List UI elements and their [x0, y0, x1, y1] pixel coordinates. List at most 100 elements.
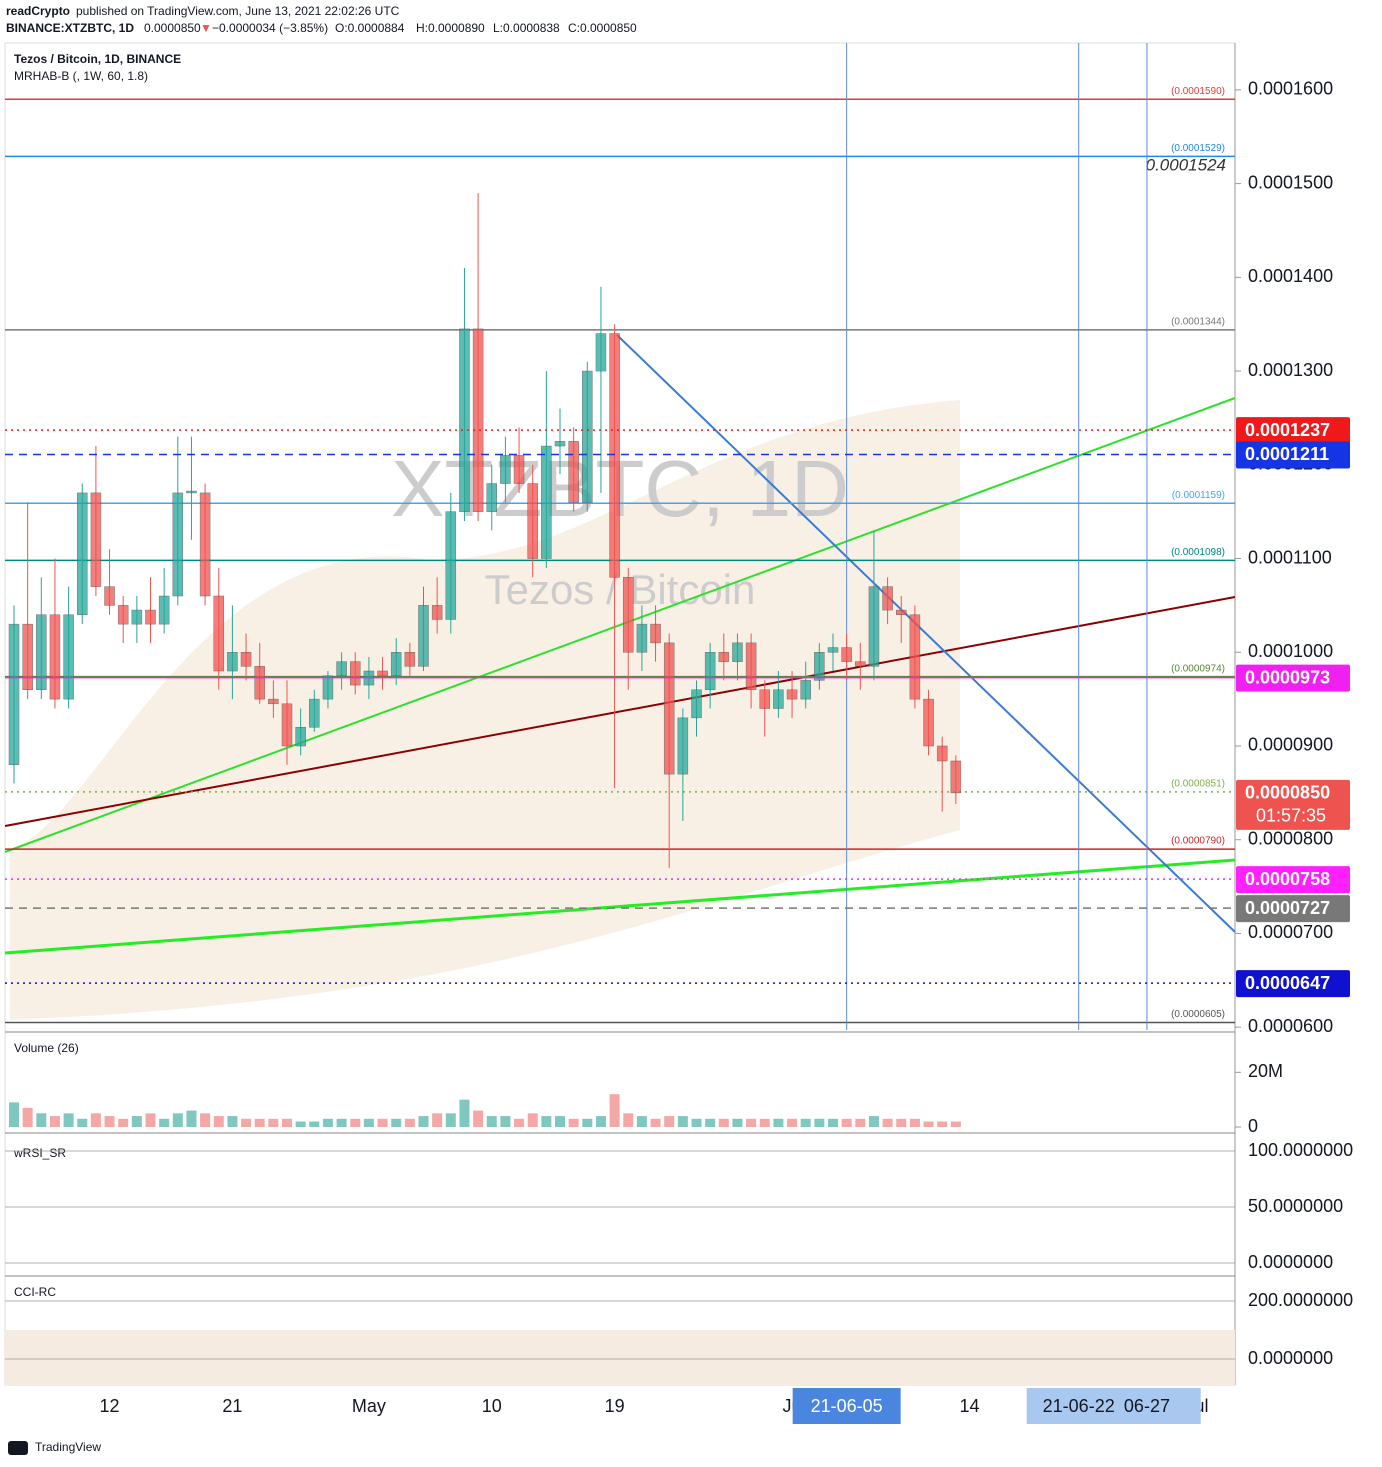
level-label: (0.0000790): [1171, 836, 1225, 847]
volume-bar: [732, 1118, 743, 1127]
x-tick-label: 14: [959, 1396, 979, 1416]
badge-label: 0.0000850: [1245, 783, 1330, 803]
price-badge: [1236, 417, 1350, 445]
volume-bar: [896, 1118, 907, 1127]
price-badge: [1236, 866, 1350, 894]
volume-bar: [309, 1121, 320, 1127]
trend-line: [4, 858, 1236, 955]
low: L:0.0000838: [493, 21, 560, 35]
candle-body: [404, 652, 416, 667]
y-tick-label: 0.0001600: [1248, 79, 1333, 99]
trend-line: [4, 596, 1236, 827]
volume-bar: [63, 1113, 74, 1127]
symbol: BINANCE:XTZBTC, 1D: [6, 21, 134, 35]
volume-bar: [759, 1118, 770, 1127]
candle-body: [63, 614, 74, 700]
price-badge: [1236, 970, 1350, 998]
note-label: 0.0001524: [1146, 156, 1226, 175]
candle-body: [704, 652, 716, 691]
y-tick-label: 0.0001300: [1248, 360, 1333, 380]
volume-bar: [636, 1116, 647, 1127]
candle-body: [90, 492, 102, 587]
volume-bar: [595, 1116, 606, 1127]
badge-label: 0.0001211: [1245, 444, 1329, 464]
y-tick-label: 0.0000000: [1248, 1252, 1333, 1272]
level-label: (0.0000974): [1171, 663, 1225, 674]
y-tick-label: 0: [1248, 1116, 1258, 1136]
volume-bar: [555, 1116, 565, 1127]
badge-label: 0.0001237: [1245, 420, 1330, 440]
change: −0.0000034 (−3.85%): [212, 21, 328, 35]
level-label: (0.0001159): [1172, 490, 1225, 501]
candle-body: [186, 490, 197, 494]
volume-bar: [227, 1116, 238, 1127]
volume-bar: [582, 1118, 593, 1127]
x-tick-label: May: [352, 1396, 386, 1416]
candle-body: [814, 652, 825, 681]
volume-bar: [282, 1118, 292, 1127]
candle-body: [759, 689, 770, 709]
candle-body: [431, 605, 443, 620]
volume-bar: [172, 1113, 183, 1127]
candle-body: [350, 661, 361, 686]
y-tick-label: 0.0001000: [1248, 641, 1333, 661]
cci-band: [5, 1330, 1235, 1385]
y-tick-label: 0.0000600: [1248, 1016, 1333, 1036]
candle-body: [663, 642, 675, 775]
y-tick-label: 0.0000000: [1248, 1348, 1333, 1368]
volume-bar: [77, 1118, 88, 1127]
y-tick-label: 200.0000000: [1248, 1290, 1353, 1310]
candle-body: [22, 623, 33, 691]
candle-body: [472, 328, 484, 512]
volume-bar: [950, 1121, 961, 1127]
candle-body: [868, 586, 880, 667]
marker-box: [1026, 1388, 1201, 1424]
candle-body: [199, 492, 211, 597]
volume-bar: [609, 1094, 620, 1127]
candle-body: [172, 492, 184, 597]
level-label: (0.0000605): [1171, 1009, 1225, 1020]
volume-bar: [473, 1110, 484, 1127]
badge-label: 0.0000758: [1245, 869, 1330, 889]
candle-body: [104, 586, 115, 606]
pane-title: wRSI_SR: [13, 1146, 66, 1160]
volume-bar: [241, 1118, 252, 1127]
level-label: (0.0001344): [1171, 316, 1225, 327]
cloud: [10, 400, 960, 1020]
close: C:0.0000850: [568, 21, 637, 35]
y-tick-label: 50.0000000: [1248, 1196, 1343, 1216]
candle-body: [923, 698, 934, 747]
volume-bar: [486, 1116, 497, 1127]
candle-body: [609, 333, 620, 578]
volume-bar: [90, 1113, 101, 1127]
trend-line: [616, 334, 1236, 933]
volume-bar: [677, 1116, 688, 1127]
volume-bar: [527, 1113, 538, 1127]
candle-body: [595, 333, 607, 372]
candle-body: [336, 661, 347, 676]
price-badge: [1236, 664, 1350, 692]
badge-label: 0.0000647: [1245, 973, 1330, 993]
volume-bar: [213, 1116, 224, 1127]
candle-body: [827, 647, 839, 653]
y-tick-label: 100.0000000: [1248, 1140, 1353, 1160]
volume-bar: [131, 1116, 142, 1127]
candle-body: [240, 652, 252, 667]
marker-label: 06-27: [1124, 1396, 1170, 1416]
volume-bar: [363, 1118, 374, 1127]
volume-bar: [868, 1116, 879, 1127]
candle-body: [227, 652, 238, 672]
candle-body: [786, 689, 798, 700]
volume-bar: [36, 1113, 47, 1127]
volume-bar: [159, 1118, 170, 1127]
volume-bar: [828, 1118, 838, 1127]
volume-bar: [923, 1121, 934, 1127]
candle-body: [527, 483, 538, 559]
candle-body: [582, 370, 593, 503]
volume-bar: [459, 1099, 470, 1127]
volume-bar: [377, 1118, 388, 1127]
candle-body: [745, 642, 757, 691]
level-label: (0.0000851): [1171, 779, 1225, 790]
x-tick-label: 19: [605, 1396, 625, 1416]
